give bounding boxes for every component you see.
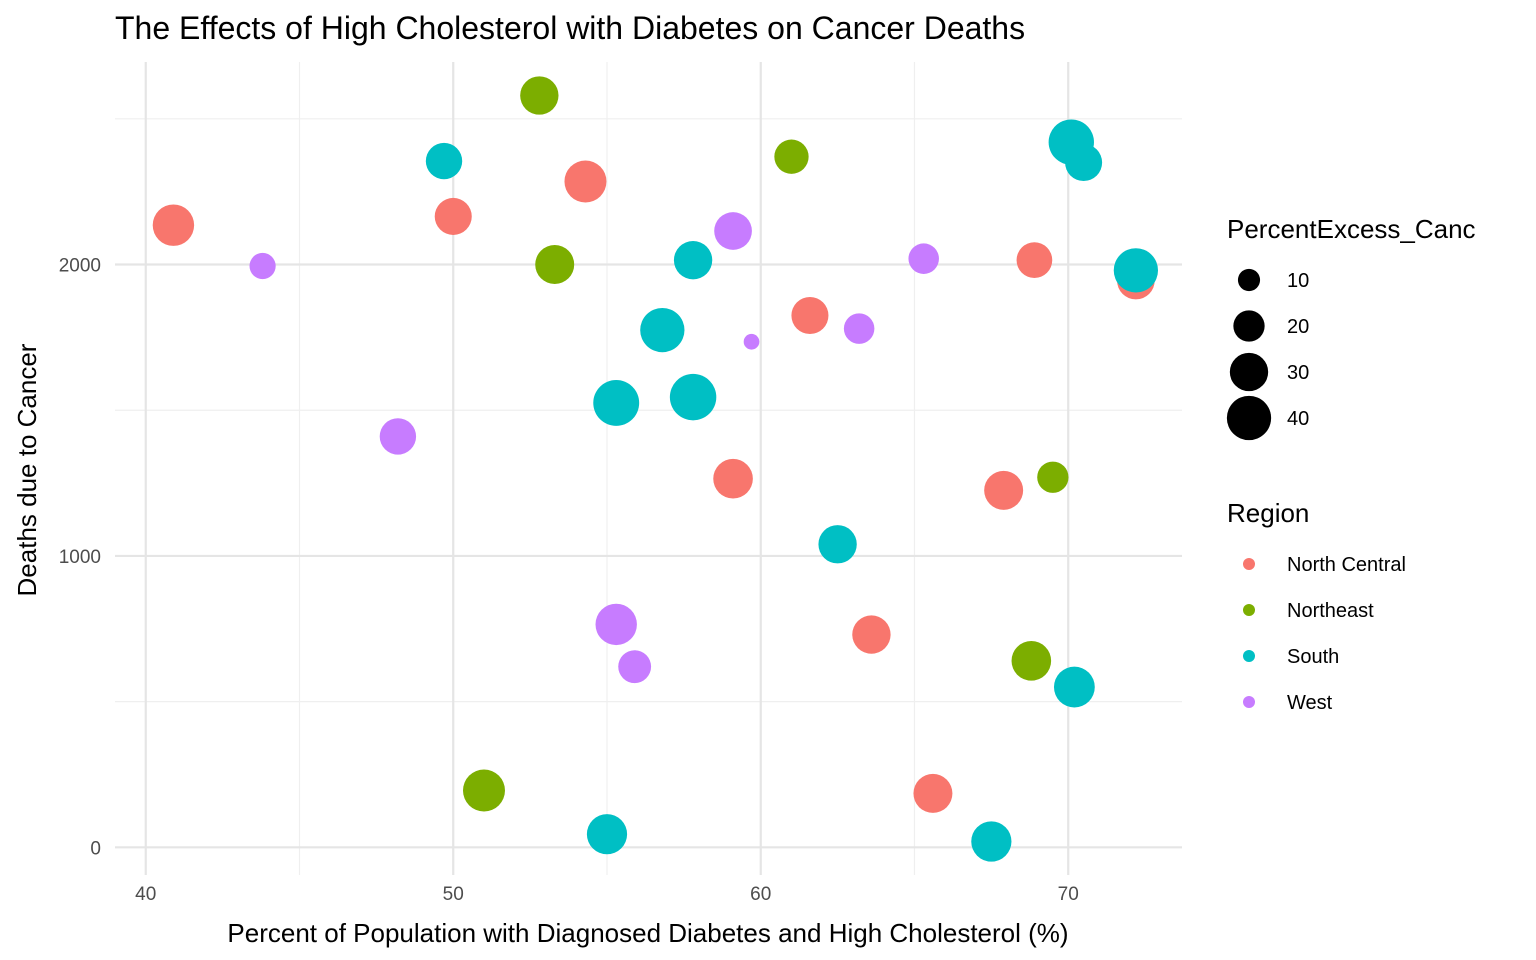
size-legend-label: 30: [1287, 362, 1309, 384]
size-legend: PercentExcess_Canc 10 20 30 40: [1226, 214, 1476, 441]
data-point: [520, 76, 559, 115]
data-point: [535, 245, 575, 285]
y-axis-ticks: 0 1000 2000: [59, 256, 101, 860]
data-point: [1065, 144, 1103, 182]
y-tick-label: 2000: [59, 256, 101, 277]
data-point: [1053, 666, 1095, 708]
data-point: [1016, 242, 1053, 278]
data-point: [586, 814, 628, 855]
data-point: [152, 204, 195, 246]
data-point: [818, 525, 857, 564]
data-point: [774, 139, 809, 174]
chart-title: The Effects of High Cholesterol with Dia…: [115, 10, 1025, 46]
size-legend-key: [1233, 310, 1265, 342]
region-legend-title: Region: [1227, 498, 1309, 528]
data-point: [249, 252, 276, 280]
x-tick-label: 60: [750, 884, 771, 905]
region-legend-label: South: [1287, 646, 1339, 668]
size-legend-key: [1226, 395, 1272, 441]
x-tick-label: 70: [1058, 884, 1079, 905]
data-point: [618, 650, 652, 684]
region-legend-key: [1243, 650, 1255, 662]
data-point: [425, 142, 463, 180]
data-point: [908, 243, 939, 274]
y-tick-label: 1000: [59, 547, 101, 568]
x-tick-label: 40: [135, 884, 156, 905]
y-axis-title: Deaths due to Cancer: [12, 343, 42, 596]
x-tick-label: 50: [443, 884, 464, 905]
region-legend-label: North Central: [1287, 554, 1406, 576]
data-point: [714, 212, 752, 250]
data-point: [843, 313, 875, 344]
data-point: [913, 773, 953, 813]
data-point: [1011, 641, 1052, 681]
region-legend-label: Northeast: [1287, 600, 1374, 622]
data-point: [640, 307, 685, 353]
size-legend-label: 20: [1287, 316, 1309, 338]
x-axis-title: Percent of Population with Diagnosed Dia…: [227, 918, 1068, 948]
data-point: [593, 379, 640, 426]
data-point: [673, 240, 713, 280]
data-point: [669, 373, 717, 421]
data-point: [564, 160, 607, 203]
size-legend-key: [1237, 268, 1261, 292]
data-point: [1037, 461, 1069, 493]
data-point: [462, 769, 505, 812]
size-legend-label: 40: [1287, 408, 1309, 430]
region-legend-key: [1243, 696, 1255, 708]
size-legend-label: 10: [1287, 270, 1309, 292]
x-axis-ticks: 40 50 60 70: [135, 884, 1079, 905]
y-tick-label: 0: [90, 838, 101, 859]
data-point: [743, 333, 760, 350]
region-legend-key: [1243, 604, 1255, 616]
size-legend-title: PercentExcess_Canc: [1227, 214, 1476, 244]
size-legend-key: [1229, 352, 1269, 392]
data-point: [852, 615, 891, 654]
data-point: [791, 296, 829, 335]
data-point: [971, 821, 1012, 862]
data-points: [152, 76, 1159, 862]
region-legend: Region North Central Northeast South West: [1227, 498, 1406, 714]
region-legend-label: West: [1287, 692, 1333, 714]
data-point: [379, 418, 417, 455]
data-point: [984, 470, 1024, 510]
region-legend-key: [1243, 558, 1255, 570]
plot-grid: [115, 62, 1182, 875]
data-point: [713, 458, 753, 499]
data-point: [434, 197, 472, 235]
data-point: [1113, 248, 1159, 293]
data-point: [595, 603, 637, 646]
